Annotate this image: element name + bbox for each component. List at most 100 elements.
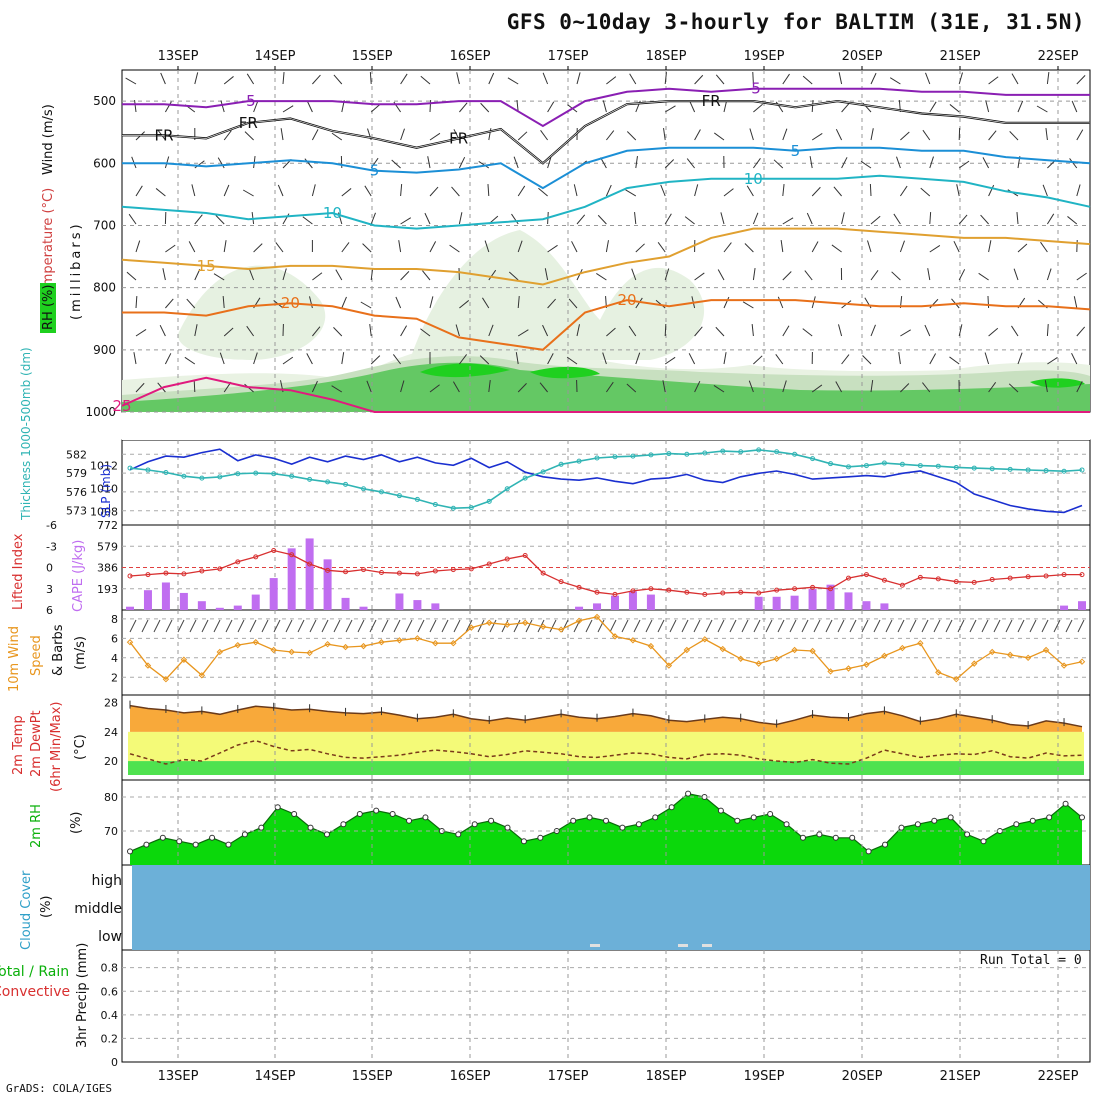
rh-legend-swatch (40, 283, 56, 333)
wind-barb (429, 241, 437, 253)
surface-wind-barb (921, 619, 929, 633)
wind-barb (929, 353, 937, 365)
surface-wind-barb (213, 619, 221, 633)
contour-label: FR (702, 92, 721, 110)
wind-barb (889, 77, 901, 85)
date-label-top: 15SEP (352, 49, 393, 64)
rh-marker (488, 817, 495, 824)
rh-marker (652, 814, 659, 821)
wind-barb (164, 101, 172, 113)
temp-contour (121, 227, 1091, 286)
cape-bar (772, 596, 781, 610)
wind-barb (311, 380, 318, 393)
precip-tick-label: 0.4 (101, 1009, 119, 1022)
wind-speed-marker (845, 665, 852, 672)
wind-barb (867, 240, 872, 253)
wind-barb (1016, 212, 1019, 225)
wind-barb (360, 301, 372, 309)
thickness-marker (1079, 467, 1085, 473)
thickness-marker (756, 447, 762, 453)
surface-wind-barb (177, 619, 185, 633)
wind-barb (429, 296, 434, 309)
wind-barb (635, 243, 645, 253)
surface-wind-barb (513, 619, 521, 633)
wind-barb (1071, 100, 1078, 113)
thickness-marker (235, 471, 241, 477)
surface-wind-barb (477, 619, 485, 633)
thickness-tick-label: 579 (66, 467, 87, 480)
wind-speed-marker (1060, 662, 1068, 669)
lifted-index-marker (702, 591, 708, 597)
wind-barb (929, 245, 941, 253)
rh-marker (143, 841, 150, 848)
surface-wind-barb (417, 619, 425, 633)
thickness-marker (1061, 468, 1067, 474)
surface-wind-barb (1077, 619, 1085, 633)
lifted-index-marker (235, 559, 241, 565)
surface-wind-barb (321, 619, 329, 633)
wind-barb (605, 381, 614, 393)
rh-marker (537, 834, 544, 841)
lifted-index-marker (396, 570, 402, 576)
date-label-top: 13SEP (158, 49, 199, 64)
lifted-index-marker (666, 587, 672, 593)
contour-label: 20 (281, 294, 300, 312)
surface-wind-barb (525, 619, 533, 633)
cape-axis-label: CAPE (J/kg) (71, 540, 86, 612)
li-tick-label: 6 (46, 604, 53, 617)
wind-barb (631, 268, 637, 281)
temp-contour (121, 174, 1091, 230)
surface-wind-barb (981, 619, 989, 633)
wind-barb (1047, 357, 1058, 365)
thickness-marker (576, 458, 582, 464)
lifted-index-marker (881, 577, 887, 583)
thickness-marker (935, 463, 941, 469)
thickness-marker (540, 469, 546, 475)
wind-barb (746, 185, 754, 197)
lifted-index-marker (576, 584, 582, 590)
lifted-index-marker (181, 571, 187, 577)
rh-marker (520, 838, 527, 845)
wind-barb (723, 100, 728, 113)
thickness-marker (1007, 466, 1013, 472)
rh2m-axis-label: 2m RH (29, 804, 44, 848)
date-label-bottom: 19SEP (744, 1069, 785, 1084)
cape-bar (233, 605, 242, 610)
surface-wind-barb (789, 619, 797, 633)
wind-barb (573, 184, 578, 197)
wind-barb (370, 355, 381, 365)
thickness-marker (774, 449, 780, 455)
rh-marker (996, 828, 1003, 834)
wind-barb (985, 100, 990, 113)
rh-marker (471, 821, 478, 828)
wind-speed-marker (396, 637, 403, 644)
wind-speed-marker (935, 669, 942, 676)
freezing-contour-inner (122, 100, 1090, 164)
wind-barb (982, 157, 990, 169)
wind-barb (893, 213, 901, 225)
wind-barbs-axis-label: & Barbs (51, 624, 66, 676)
panel-gap (122, 412, 1090, 440)
wind-speed-marker (414, 635, 421, 642)
wind-barb (782, 325, 790, 337)
thickness-marker (845, 464, 851, 470)
rh-marker (373, 807, 380, 814)
surface-wind-barb (549, 619, 557, 633)
wind-speed-marker (988, 648, 996, 656)
wind-barb (395, 296, 402, 309)
wind-barb (899, 185, 908, 197)
wind-barb (723, 296, 730, 309)
rh-marker (832, 834, 839, 841)
wind-speed-marker (953, 676, 960, 683)
cape-bar (287, 548, 296, 610)
wind-barb (838, 324, 843, 337)
cape-bar (610, 595, 619, 610)
thickness-marker (253, 470, 259, 476)
lifted-index-marker (271, 548, 277, 553)
pressure-axis-label: (millibars) (69, 221, 84, 320)
temp-contour (122, 299, 1091, 351)
wind-barb (606, 76, 617, 85)
wind-barb (811, 133, 823, 141)
wind-barb (777, 296, 784, 309)
wind-barb (162, 268, 166, 281)
